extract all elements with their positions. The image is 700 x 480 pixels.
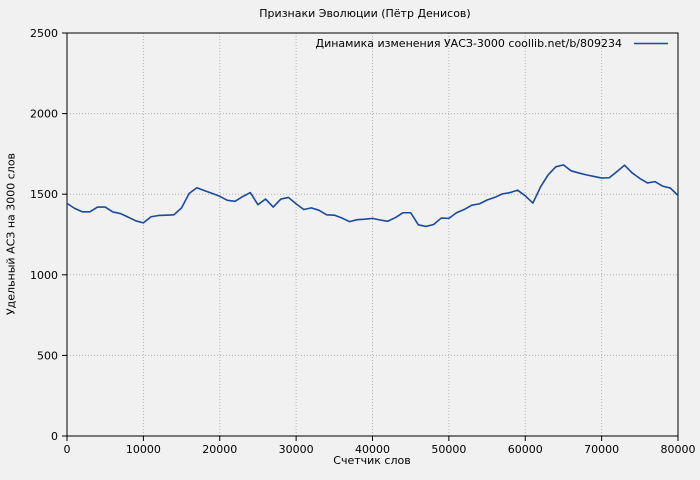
y-tick-label: 2000 [30,108,58,121]
x-tick-label: 10000 [126,443,161,456]
x-tick-label: 60000 [508,443,543,456]
y-tick-label: 500 [37,349,58,362]
x-tick-label: 50000 [431,443,466,456]
x-axis-title: Счетчик слов [333,454,411,467]
chart-title: Признаки Эволюции (Пётр Денисов) [259,7,471,20]
x-tick-label: 40000 [355,443,390,456]
y-tick-label: 1000 [30,269,58,282]
y-tick-label: 1500 [30,188,58,201]
x-tick-label: 70000 [584,443,619,456]
axis-tick-labels: 0 10000 20000 30000 40000 50000 60000 70000 8000… [30,27,696,456]
axis-ticks [62,32,679,441]
series-line [66,164,679,228]
y-tick-label: 0 [51,430,58,443]
legend: Динамика изменения УАСЗ-3000 coollib.net… [316,37,668,50]
x-tick-label: 0 [64,443,71,456]
legend-label: Динамика изменения УАСЗ-3000 coollib.net… [316,37,623,50]
x-tick-label: 30000 [279,443,314,456]
x-tick-label: 80000 [661,443,696,456]
grid-lines [67,33,678,436]
x-tick-label: 20000 [202,443,237,456]
y-tick-label: 2500 [30,27,58,40]
